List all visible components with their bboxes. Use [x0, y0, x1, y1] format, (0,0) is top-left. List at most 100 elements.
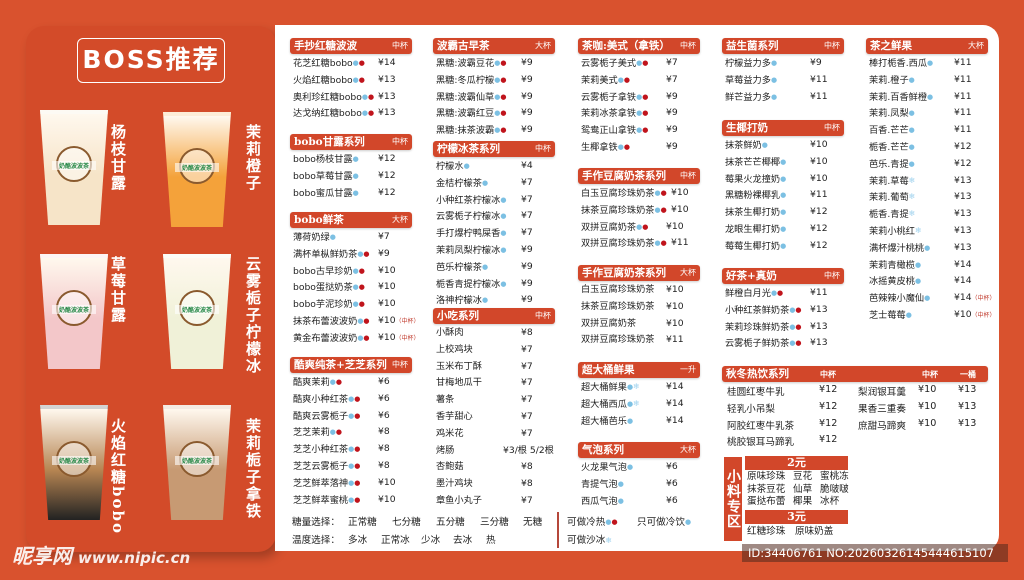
menu-item: 芭辣辣小魔仙● ¥14（中杯）: [866, 290, 996, 307]
drop-blue-icon: ●: [617, 75, 624, 84]
price-text: ¥7: [666, 57, 678, 68]
item-name: 火龙果气泡●: [581, 459, 633, 477]
tier-2-yuan: 2元: [745, 456, 848, 470]
item-name-text: 茉莉.百香鲜橙: [869, 91, 928, 103]
item-name: 鲜芒益力多●: [725, 89, 777, 107]
item-price: ¥7: [521, 493, 533, 510]
sugar-option: 正常糖: [348, 517, 377, 528]
drop-blue-icon: ●: [494, 92, 501, 101]
item-price: ¥8: [378, 458, 390, 475]
item-name-text: 莓果火龙撞奶: [725, 173, 781, 185]
item-name-text: 烤肠: [436, 444, 455, 456]
item-name: 双拼豆腐珍珠奶茶: [581, 332, 655, 349]
item-name-text: bobo蜜瓜甘露: [293, 187, 353, 199]
cup-size: 大杯: [392, 215, 408, 224]
item-name: 柠檬水●: [436, 158, 470, 176]
drink-cup-image: 奶酪波波茶: [40, 254, 108, 369]
item-price: ¥10: [671, 185, 689, 202]
sugar-option: 五分糖: [436, 517, 465, 528]
item-price: ¥11: [810, 89, 828, 106]
item-name: 杏鲍菇: [436, 459, 464, 476]
section-title: 波霸古早茶: [437, 40, 490, 52]
item-name-text: 酷爽云雾栀子: [293, 410, 349, 422]
item-name-text: 棒打栀香.西瓜: [869, 57, 928, 69]
item-name-text: 玉米布丁酥: [436, 360, 482, 372]
price-text: ¥7: [521, 394, 533, 406]
item-name-text: 鲜橙白月光: [725, 287, 771, 299]
item-price: ¥11: [954, 105, 972, 122]
drop-blue-icon: ●: [770, 92, 778, 101]
drop-blue-icon: ●: [352, 188, 359, 197]
snowflake-icon: ❄: [914, 226, 922, 235]
menu-item: 双拼豆腐珍珠奶茶●● ¥11: [578, 235, 700, 252]
legend-cold-only: 只可做冷饮●: [637, 514, 691, 528]
item-price: ¥3/根 5/2根: [503, 443, 554, 460]
item-price: ¥4: [521, 158, 533, 175]
drop-blue-icon: ●: [617, 143, 624, 151]
item-price: ¥9: [521, 259, 533, 276]
item-price: ¥8: [378, 441, 390, 458]
item-price: ¥10: [378, 492, 396, 509]
item-name-text: 冰摇黄皮桃: [869, 276, 915, 288]
drink-cup-image: 奶酪波波茶: [163, 112, 231, 227]
menu-item: 满杯爆汁桃桃● ¥13: [866, 240, 988, 257]
item-name-text: 茉莉.葡萄: [869, 192, 909, 204]
item-name: 奥利珍红糖bobo●●: [293, 89, 374, 107]
item-price: ¥10: [671, 202, 689, 219]
drop-blue-icon: ●: [500, 212, 507, 221]
item-price: ¥6: [666, 459, 678, 476]
drop-blue-icon: ●: [770, 59, 778, 67]
drop-red-icon: ●: [500, 92, 507, 101]
item-price: ¥10: [666, 282, 684, 299]
menu-item: 西瓜气泡● ¥6: [578, 493, 700, 510]
menu-item: 鸡米花 ¥7: [433, 426, 555, 443]
item-price: ¥10（中杯）: [954, 307, 996, 325]
item-name: 芝芝小种红茶●●: [293, 441, 360, 459]
price-text: ¥11: [810, 287, 828, 298]
item-price: ¥7: [666, 72, 678, 89]
drop-blue-icon: ●: [905, 311, 912, 319]
drop-blue-icon: ●: [348, 462, 355, 470]
item-price: ¥8: [521, 476, 533, 493]
section-header: 手作豆腐奶茶系列 大杯: [578, 265, 700, 281]
item-price: ¥14: [666, 396, 684, 413]
item-name: 茉莉.葡萄❄: [869, 189, 915, 207]
price-text: ¥6: [666, 477, 678, 489]
tier-3-yuan: 3元: [745, 510, 848, 524]
drop-red-icon: ●: [777, 289, 784, 297]
legend-text: 可做冷热: [567, 517, 606, 528]
price-text: ¥11: [954, 57, 972, 68]
menu-item: 茉莉冰茶拿铁●● ¥9: [578, 105, 700, 122]
price-text: ¥13: [378, 73, 396, 85]
price-text: ¥10: [378, 298, 396, 310]
item-name-text: 花芝红糖bobo: [293, 57, 353, 69]
section-title: bobo甘露系列: [294, 136, 365, 148]
item-name: 达戈纳红糖bobo●●: [293, 105, 374, 123]
item-name: 小种红茶鲜奶茶●●: [725, 302, 802, 320]
item-name: 满杯爆汁桃桃●: [869, 240, 930, 258]
price-text: ¥9: [666, 141, 678, 152]
item-name: 青提气泡●: [581, 476, 624, 494]
drop-blue-icon: ●: [908, 143, 915, 151]
item-price: ¥11: [666, 332, 684, 349]
drop-blue-icon: ●: [481, 178, 489, 187]
menu-item: 双拼豆腐珍珠奶茶 ¥11: [578, 332, 700, 349]
section-header: 手抄红糖波波 中杯: [290, 38, 412, 54]
item-price: ¥7: [521, 342, 533, 359]
price-text: ¥9: [666, 90, 678, 102]
price-text: ¥9: [521, 73, 533, 85]
price-text: ¥9: [521, 90, 533, 102]
snowflake-icon: ❄: [605, 535, 613, 545]
price-text: ¥10: [378, 493, 396, 505]
price-text: ¥10: [378, 315, 396, 326]
drop-blue-icon: ●: [352, 155, 359, 163]
item-name: 鸳鸯正山拿铁●●: [581, 122, 648, 140]
menu-item: 云雾栀子鲜奶茶●● ¥13: [722, 335, 844, 352]
item-name: 莓果火龙撞奶●: [725, 171, 786, 189]
item-name: 芝士莓莓●: [869, 307, 912, 325]
price-text: ¥10: [666, 317, 684, 329]
item-name-text: 黑糖:波霸仙草: [436, 91, 495, 103]
menu-item: 墨汁鸡块 ¥8: [433, 476, 555, 493]
watermark-url: www.nipic.cn: [78, 549, 191, 567]
item-name: 金桔柠檬茶●: [436, 175, 488, 193]
